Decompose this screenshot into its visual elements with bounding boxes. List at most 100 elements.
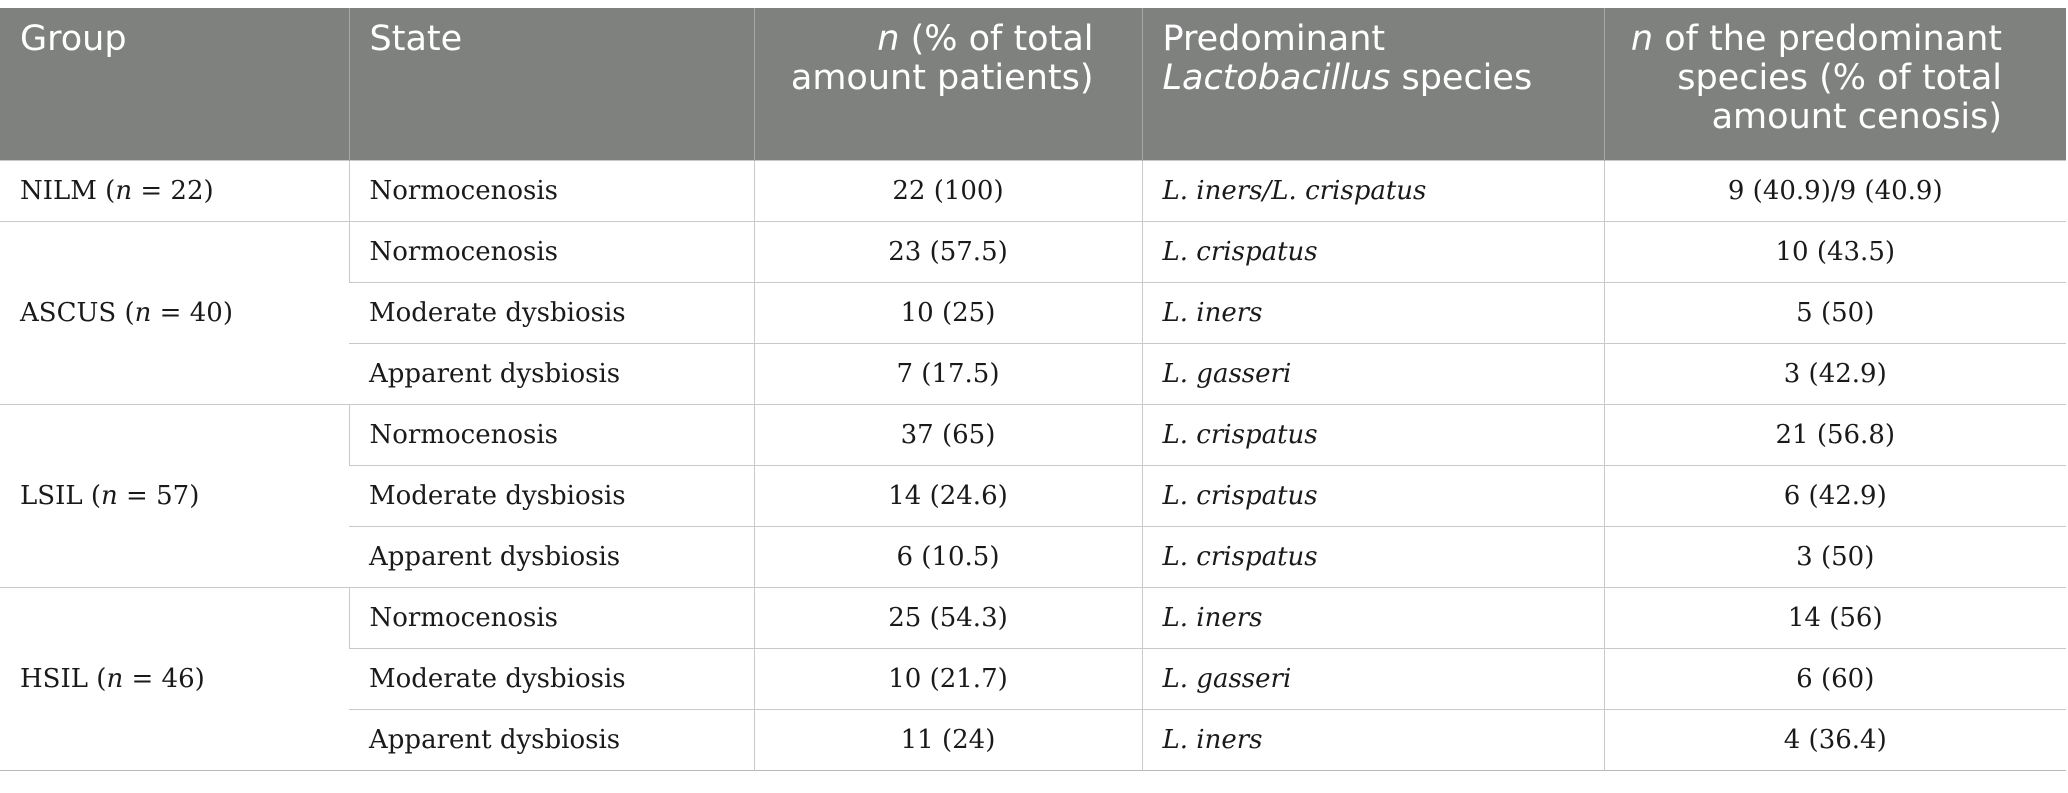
header-species: Predominant Lactobacillus species bbox=[1141, 8, 1604, 160]
predominant-count-cell-text: 5 (50) bbox=[1796, 297, 1875, 328]
species-cell-text: L. iners bbox=[1162, 297, 1263, 328]
state-cell: Normocenosis bbox=[348, 403, 754, 465]
count-cell: 22 (100) bbox=[753, 159, 1142, 221]
table-row: Moderate dysbiosis 10 (25) L. iners 5 (50) bbox=[0, 281, 2066, 343]
group-cell: NILM (n = 22) bbox=[0, 159, 349, 221]
count-cell: 23 (57.5) bbox=[753, 220, 1142, 282]
state-cell: Moderate dysbiosis bbox=[349, 647, 754, 709]
species-cell: L. iners bbox=[1141, 281, 1604, 343]
count-cell-text: 22 (100) bbox=[892, 175, 1004, 206]
species-cell-text: L. crispatus bbox=[1162, 419, 1318, 450]
count-cell: 11 (24) bbox=[753, 708, 1142, 770]
predominant-count-cell-text: 3 (42.9) bbox=[1783, 358, 1887, 389]
header-group: Group bbox=[0, 8, 349, 160]
data-table: Group State n (% of total amount patient… bbox=[0, 8, 2066, 771]
predominant-count-cell-text: 10 (43.5) bbox=[1775, 236, 1896, 267]
predominant-count-cell: 4 (36.4) bbox=[1603, 708, 2066, 770]
group-n-value: 57 bbox=[156, 480, 190, 511]
state-cell-text: Normocenosis bbox=[369, 175, 559, 206]
predominant-count-cell: 5 (50) bbox=[1603, 281, 2066, 343]
predominant-count-cell: 21 (56.8) bbox=[1603, 403, 2066, 465]
state-cell: Apparent dysbiosis bbox=[349, 342, 754, 404]
species-cell: L. gasseri bbox=[1141, 342, 1604, 404]
group-n-value: 40 bbox=[189, 297, 223, 328]
group-name: HSIL bbox=[20, 663, 89, 694]
species-cell-text: L. gasseri bbox=[1162, 358, 1292, 389]
state-cell-text: Moderate dysbiosis bbox=[369, 480, 626, 511]
table-row: HSIL (n = 46) Normocenosis 25 (54.3) L. ine… bbox=[0, 586, 2066, 770]
species-cell: L. crispatus bbox=[1141, 220, 1604, 282]
state-cell: Normocenosis bbox=[348, 220, 754, 282]
state-cell-text: Normocenosis bbox=[369, 602, 559, 633]
species-cell: L. gasseri bbox=[1141, 647, 1604, 709]
header-group-label: Group bbox=[20, 19, 127, 59]
header-state: State bbox=[348, 8, 754, 160]
table-row: LSIL (n = 57) Normocenosis 37 (65) L. crisp… bbox=[0, 403, 2066, 587]
count-cell: 14 (24.6) bbox=[753, 464, 1142, 526]
count-cell-text: 6 (10.5) bbox=[896, 541, 1000, 572]
count-cell-text: 23 (57.5) bbox=[888, 236, 1008, 267]
count-cell-text: 14 (24.6) bbox=[888, 480, 1008, 511]
species-cell-text: L. crispatus bbox=[1162, 480, 1318, 511]
table-header: Group State n (% of total amount patient… bbox=[0, 8, 2066, 160]
table-row: Apparent dysbiosis 11 (24) L. iners 4 (36.4… bbox=[0, 708, 2066, 770]
count-cell: 25 (54.3) bbox=[753, 586, 1142, 648]
state-cell-text: Apparent dysbiosis bbox=[369, 541, 621, 572]
state-cell: Moderate dysbiosis bbox=[349, 281, 754, 343]
table-row: ASCUS (n = 40) Normocenosis 23 (57.5) L. cr… bbox=[0, 220, 2066, 404]
species-cell: L. crispatus bbox=[1141, 464, 1604, 526]
state-cell-text: Moderate dysbiosis bbox=[369, 297, 626, 328]
group-name: ASCUS bbox=[20, 297, 117, 328]
species-cell: L. crispatus bbox=[1141, 403, 1604, 465]
count-cell: 10 (21.7) bbox=[753, 647, 1142, 709]
header-n-percent-label: (% of total amount patients) bbox=[790, 19, 1094, 98]
count-cell-text: 7 (17.5) bbox=[896, 358, 1000, 389]
species-cell-text: L. crispatus bbox=[1162, 236, 1318, 267]
table-row: Apparent dysbiosis 6 (10.5) L. crispatus 3 … bbox=[0, 525, 2066, 587]
predominant-count-cell-text: 14 (56) bbox=[1787, 602, 1883, 633]
group-n-symbol: n bbox=[106, 663, 124, 694]
predominant-count-cell-text: 21 (56.8) bbox=[1775, 419, 1896, 450]
predominant-count-cell-text: 9 (40.9)/9 (40.9) bbox=[1727, 175, 1943, 206]
species-cell-text: L. gasseri bbox=[1162, 663, 1292, 694]
state-cell-text: Normocenosis bbox=[369, 419, 559, 450]
state-cell: Moderate dysbiosis bbox=[349, 464, 754, 526]
state-cell-text: Apparent dysbiosis bbox=[369, 358, 621, 389]
species-cell: L. crispatus bbox=[1141, 525, 1604, 587]
predominant-count-cell-text: 4 (36.4) bbox=[1783, 724, 1887, 755]
predominant-count-cell: 3 (42.9) bbox=[1603, 342, 2066, 404]
state-cell: Apparent dysbiosis bbox=[349, 708, 754, 770]
table-row: NILM (n = 22) Normocenosis 22 (100) L. iner… bbox=[0, 159, 2066, 221]
group-n-symbol: n bbox=[101, 480, 118, 511]
predominant-count-cell: 10 (43.5) bbox=[1603, 220, 2066, 282]
header-n-symbol: n bbox=[877, 19, 900, 59]
header-species-genus: Lactobacillus bbox=[1162, 58, 1391, 98]
group-name: NILM bbox=[20, 175, 97, 206]
state-cell: Apparent dysbiosis bbox=[349, 525, 754, 587]
predominant-count-cell-text: 6 (42.9) bbox=[1783, 480, 1887, 511]
species-cell-text: L. crispatus bbox=[1162, 541, 1318, 572]
count-cell: 6 (10.5) bbox=[753, 525, 1142, 587]
species-cell-text: L. iners/L. crispatus bbox=[1162, 175, 1427, 206]
header-species-rest: species bbox=[1390, 58, 1533, 98]
count-cell: 7 (17.5) bbox=[753, 342, 1142, 404]
predominant-count-cell: 9 (40.9)/9 (40.9) bbox=[1603, 159, 2066, 221]
count-cell-text: 25 (54.3) bbox=[888, 602, 1008, 633]
header-npred-label: of the predominant species (% of total a… bbox=[1653, 19, 2002, 137]
count-cell-text: 11 (24) bbox=[900, 724, 996, 755]
header-row: Group State n (% of total amount patient… bbox=[0, 8, 2066, 160]
count-cell-text: 10 (21.7) bbox=[888, 663, 1008, 694]
species-cell: L. iners bbox=[1141, 708, 1604, 770]
header-npred-symbol: n bbox=[1630, 19, 1654, 59]
header-state-label: State bbox=[369, 19, 463, 59]
table-body: NILM (n = 22) Normocenosis 22 (100) L. iner… bbox=[0, 159, 2066, 770]
species-cell-text: L. iners bbox=[1162, 724, 1263, 755]
table-row: Apparent dysbiosis 7 (17.5) L. gasseri 3 (4… bbox=[0, 342, 2066, 404]
predominant-count-cell-text: 6 (60) bbox=[1796, 663, 1875, 694]
group-n-symbol: n bbox=[134, 297, 152, 328]
predominant-count-cell: 6 (60) bbox=[1603, 647, 2066, 709]
group-n-value: 46 bbox=[161, 663, 195, 694]
species-cell-text: L. iners bbox=[1162, 602, 1263, 633]
group-cell: ASCUS (n = 40) bbox=[0, 220, 349, 404]
state-cell: Normocenosis bbox=[348, 159, 754, 221]
